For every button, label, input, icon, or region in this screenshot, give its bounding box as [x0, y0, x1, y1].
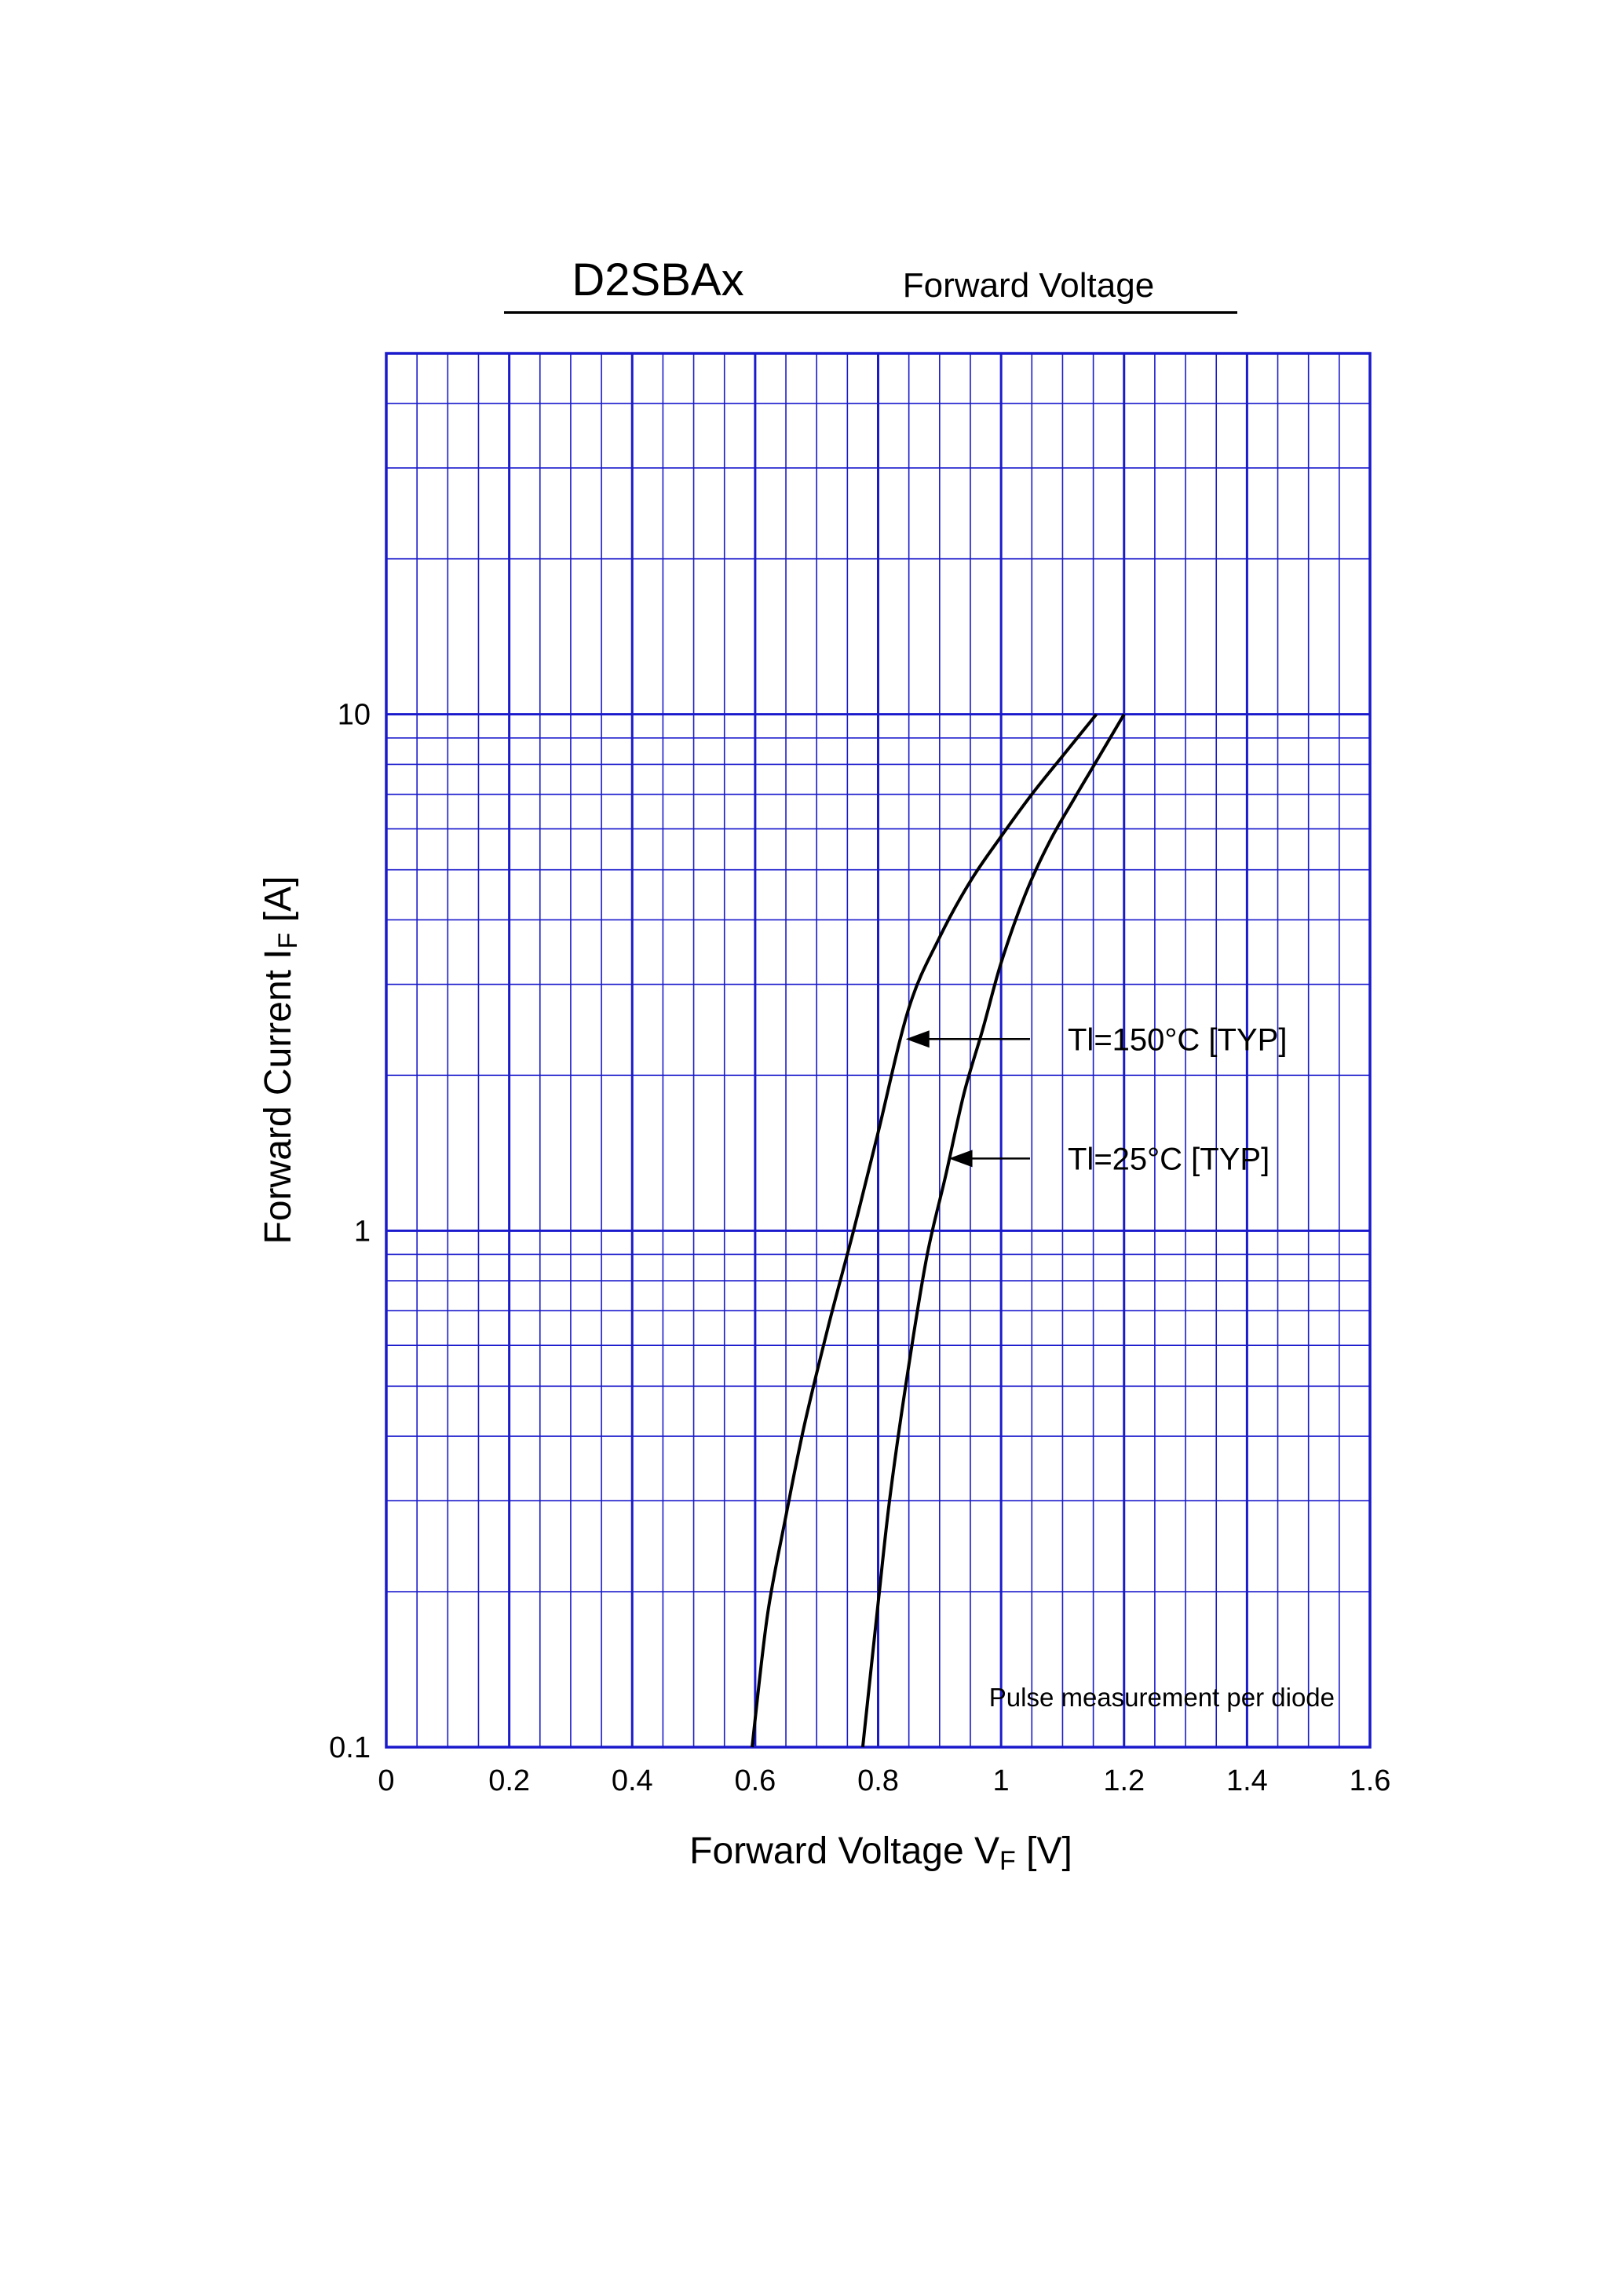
x-tick-label: 0.2 — [488, 1764, 530, 1797]
x-axis-label: Forward Voltage VF [V] — [689, 1830, 1072, 1876]
x-axis-label-sub: F — [999, 1846, 1016, 1876]
x-axis-label-main: Forward Voltage V — [689, 1830, 999, 1872]
y-tick-label: 10 — [338, 699, 371, 732]
annotation-label: Tl=25°C [TYP] — [1068, 1142, 1269, 1176]
axes: 0 0.2 0.4 0.6 0.8 1 1.2 1.4 1.6 0.1 1 10 — [329, 699, 1390, 1797]
chart-subtitle: Forward Voltage — [903, 266, 1154, 305]
x-axis-label-unit: [V] — [1016, 1830, 1072, 1872]
plot-frame — [385, 352, 1372, 1749]
x-tick-label: 0 — [378, 1764, 394, 1797]
y-axis-label-unit: [A] — [258, 876, 299, 933]
y-tick-label: 1 — [354, 1215, 371, 1248]
annotation-arrowhead — [948, 1150, 973, 1168]
grid — [385, 352, 1372, 1749]
series-line-150c — [751, 713, 1098, 1748]
y-tick-label: 0.1 — [329, 1731, 371, 1764]
x-tick-label: 0.4 — [612, 1764, 653, 1797]
series-line-25c — [860, 713, 1126, 1748]
x-tick-label: 0.8 — [857, 1764, 899, 1797]
x-tick-label: 0.6 — [734, 1764, 776, 1797]
annotation-arrowhead — [905, 1030, 930, 1048]
x-tick-label: 1 — [993, 1764, 1010, 1797]
x-tick-label: 1.6 — [1350, 1764, 1391, 1797]
series-curves — [751, 713, 1126, 1748]
pulse-measurement-note: Pulse measurement per diode — [989, 1683, 1335, 1712]
annotations: Tl=150°C [TYP] Tl=25°C [TYP] — [905, 1022, 1287, 1176]
y-axis-label-sub: F — [273, 933, 303, 949]
x-tick-label: 1.2 — [1103, 1764, 1145, 1797]
y-axis-label: Forward Current IF [A] — [258, 876, 303, 1245]
annotation-label: Tl=150°C [TYP] — [1068, 1022, 1287, 1057]
y-axis-label-main: Forward Current I — [258, 949, 299, 1244]
x-tick-label: 1.4 — [1226, 1764, 1268, 1797]
chart-part-number: D2SBAx — [572, 254, 743, 305]
